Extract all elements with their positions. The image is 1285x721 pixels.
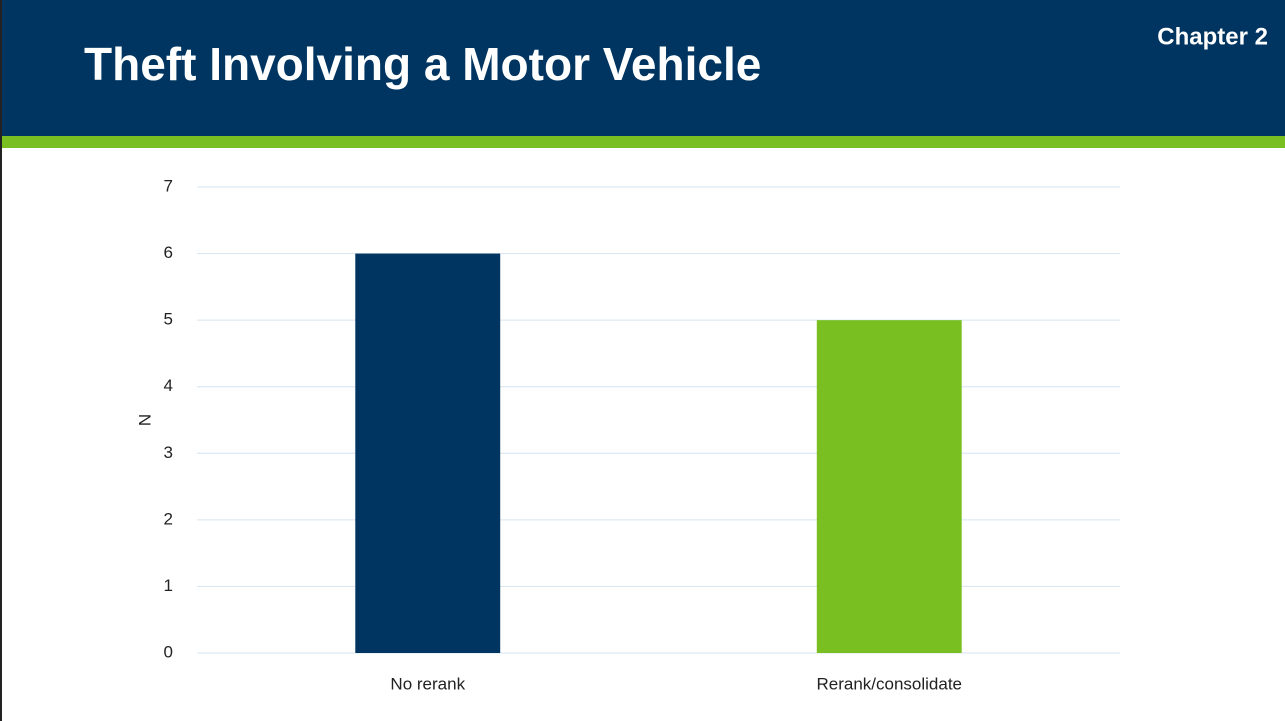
y-tick-label: 2 — [164, 509, 173, 528]
x-tick-label: No rerank — [390, 674, 465, 693]
left-border — [0, 0, 2, 721]
chapter-label: Chapter 2 — [1157, 23, 1268, 50]
y-tick-label: 0 — [164, 642, 173, 661]
y-tick-label: 5 — [164, 310, 173, 329]
slide-title: Theft Involving a Motor Vehicle — [84, 38, 761, 90]
x-tick-label: Rerank/consolidate — [816, 674, 962, 693]
header-band — [0, 0, 1285, 136]
y-tick-label: 3 — [164, 443, 173, 462]
bar — [355, 253, 501, 654]
y-tick-label: 4 — [164, 376, 173, 395]
y-tick-label: 6 — [164, 243, 173, 262]
accent-stripe — [0, 136, 1285, 148]
bar — [816, 320, 962, 653]
y-tick-label: 7 — [164, 176, 173, 195]
y-tick-label: 1 — [164, 576, 173, 595]
y-axis-label: N — [135, 414, 154, 426]
